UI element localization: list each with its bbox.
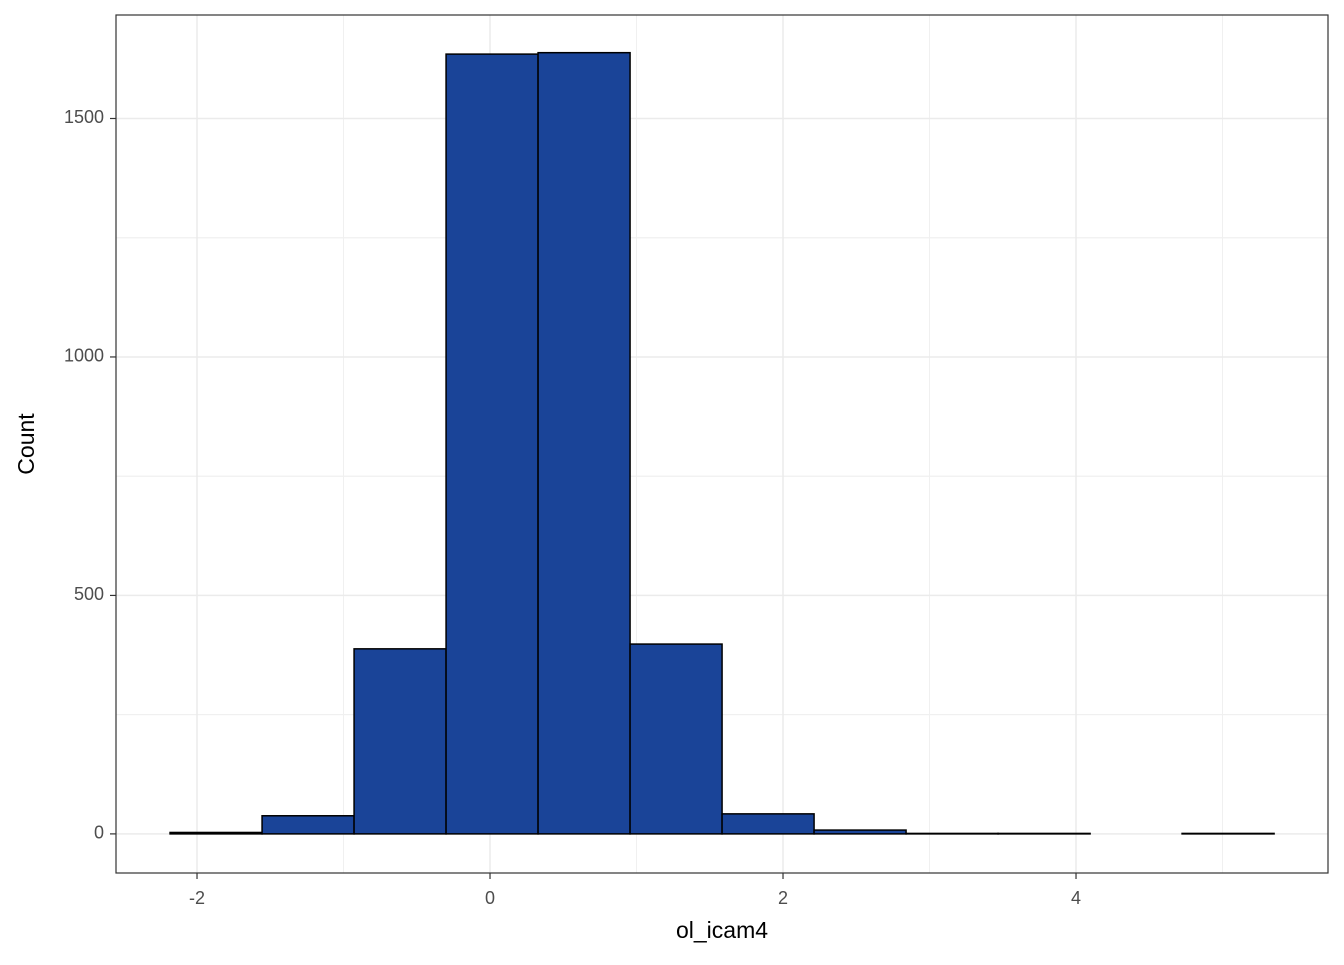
x-axis-label: ol_icam4 bbox=[676, 917, 768, 943]
y-tick-label: 0 bbox=[94, 823, 104, 843]
bar bbox=[630, 644, 722, 834]
y-tick-label: 1000 bbox=[64, 346, 104, 366]
x-tick-label: -2 bbox=[189, 888, 205, 908]
bar bbox=[814, 830, 906, 834]
y-axis-label: Count bbox=[13, 413, 39, 475]
bar bbox=[446, 54, 538, 834]
bar bbox=[538, 53, 630, 834]
x-tick-label: 2 bbox=[778, 888, 788, 908]
bar bbox=[170, 832, 262, 833]
y-tick-label: 1500 bbox=[64, 107, 104, 127]
x-tick-label: 4 bbox=[1071, 888, 1081, 908]
x-tick-label: 0 bbox=[485, 888, 495, 908]
y-tick-label: 500 bbox=[74, 584, 104, 604]
bar bbox=[354, 649, 446, 834]
bar bbox=[722, 814, 814, 834]
bar bbox=[262, 816, 354, 834]
